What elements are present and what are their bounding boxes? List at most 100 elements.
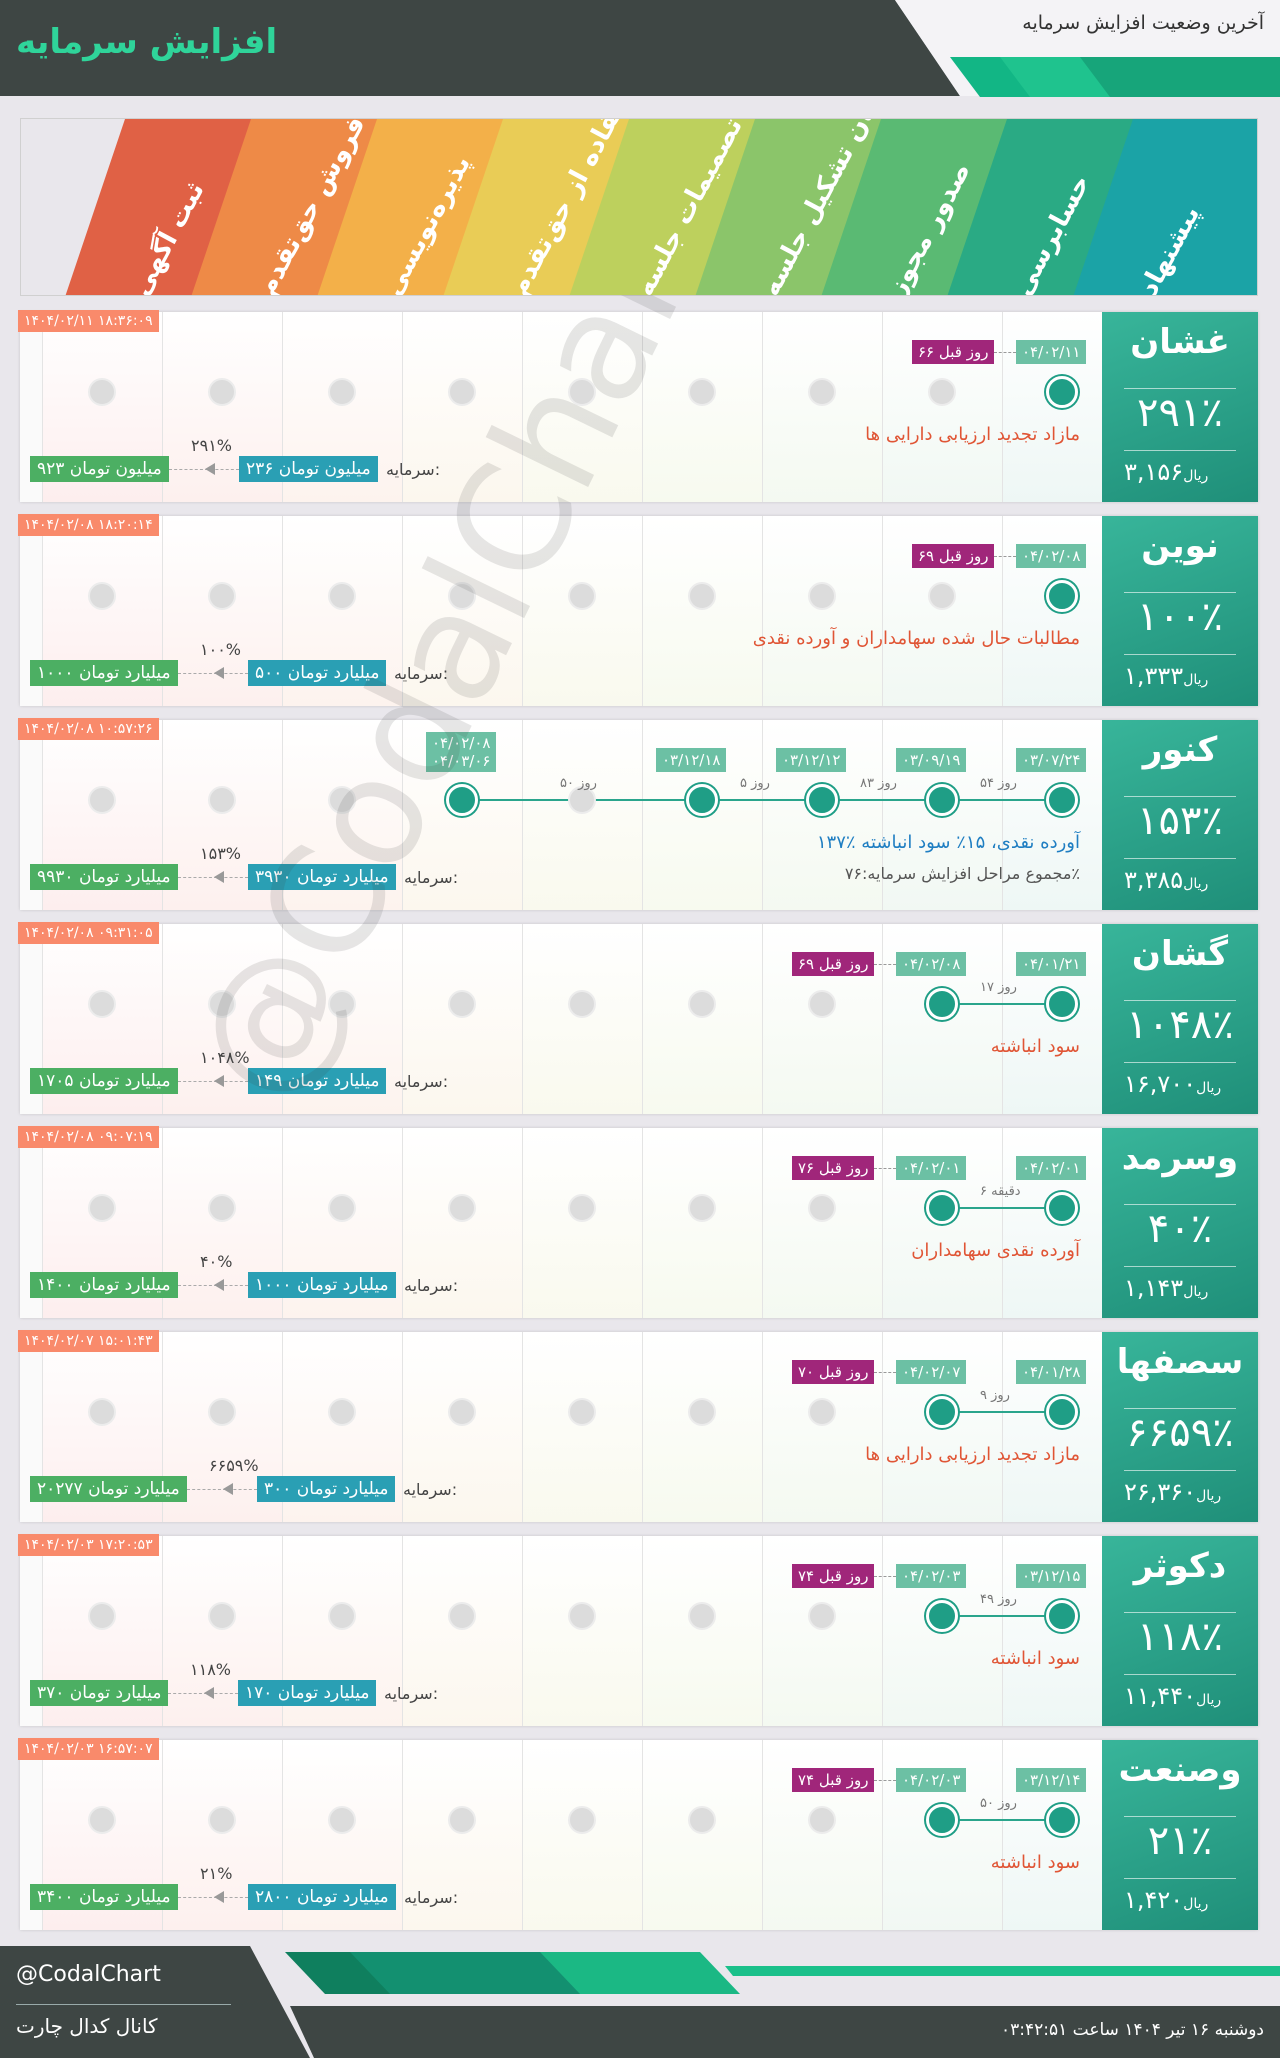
column-divider (642, 720, 643, 910)
stock-card: ۱۷ روز ۰۴/۰۱/۲۱ ۰۴/۰۲/۰۸ ۶۹ روز قبل سود انبا… (18, 922, 1258, 1114)
column-divider (522, 1740, 523, 1930)
stage-column (402, 1740, 522, 1930)
stage-dot (208, 378, 236, 406)
column-divider (282, 1128, 283, 1318)
stage-dot (448, 582, 476, 610)
report-timestamp: ۱۴۰۴/۰۲/۰۸ ۰۹:۰۷:۱۹ (18, 1126, 159, 1148)
column-divider (1002, 1332, 1003, 1522)
footer-bar (290, 2006, 1280, 2058)
stock-card: ۴۹ روز ۰۳/۱۲/۱۵ ۰۴/۰۲/۰۳ ۷۴ روز قبل سود انبا… (18, 1534, 1258, 1726)
stock-price-value: ۱,۴۲۰ (1124, 1886, 1184, 1914)
stage-dot (328, 990, 356, 1018)
column-divider (522, 1332, 523, 1522)
stage-column (522, 924, 642, 1114)
stage-dot (568, 1806, 596, 1834)
column-divider (762, 1740, 763, 1930)
stock-price-currency: ریال (1183, 468, 1209, 484)
card-summary-panel: وسرمد ۴۰٪ ۱,۱۴۳ریال (1102, 1128, 1258, 1318)
capital-before-badge: ۲۳۶ میلیون تومان (239, 456, 378, 482)
stage-dot (688, 1806, 716, 1834)
increase-percent: ۱۱۸% (190, 1660, 231, 1679)
stage-column (642, 1740, 762, 1930)
stock-price-value: ۱,۱۴۳ (1124, 1274, 1184, 1302)
column-divider (162, 720, 163, 910)
card-timeline: ۶ دقیقه ۰۴/۰۲/۰۱ ۰۴/۰۲/۰۱ ۷۶ روز قبل آورده ن… (20, 1128, 1102, 1318)
stage-dot (808, 582, 836, 610)
timeline-connector (942, 1411, 1062, 1413)
stage-dot-active (926, 1396, 958, 1428)
stock-price: ۱,۱۴۳ریال (1124, 1274, 1208, 1302)
stage-column (522, 1740, 642, 1930)
footer-datetime: دوشنبه ۱۶ تیر ۱۴۰۴ ساعت ۰۳:۴۲:۵۱ (1001, 2020, 1264, 2040)
footer-divider (16, 2004, 231, 2005)
stage-header-bar: پیشنهاد حسابرسی صدور مجوز زمان تشکیل جلسه تص… (20, 118, 1258, 296)
stage-dot-active (1046, 1192, 1078, 1224)
column-divider (282, 924, 283, 1114)
increase-arrow-icon (205, 463, 215, 475)
stage-dot (88, 1398, 116, 1426)
column-divider (1002, 516, 1003, 706)
stock-price-currency: ریال (1183, 876, 1209, 892)
increase-percent: ۱۰۰% (200, 640, 241, 659)
card-timeline: ۵۰ روز ۰۳/۱۲/۱۴ ۰۴/۰۲/۰۳ ۷۴ روز قبل سود انبا… (20, 1740, 1102, 1930)
stage-date-badge: ۰۴/۰۲/۱۱ (1016, 340, 1087, 364)
column-divider (762, 1128, 763, 1318)
report-timestamp: ۱۴۰۴/۰۲/۰۷ ۱۵:۰۱:۴۳ (18, 1330, 159, 1352)
increase-percent: ۱۰۴۸% (200, 1048, 250, 1067)
increase-arrow-line (178, 877, 248, 878)
stage-dot (88, 378, 116, 406)
capital-after-badge: ۹۲۳ میلیون تومان (30, 456, 169, 482)
stock-card: ۵۰ روز ۰۳/۱۲/۱۴ ۰۴/۰۲/۰۳ ۷۴ روز قبل سود انبا… (18, 1738, 1258, 1930)
column-divider (1002, 1740, 1003, 1930)
column-divider (642, 1332, 643, 1522)
stage-date-badge: ۰۳/۱۲/۱۴ (1016, 1768, 1087, 1792)
capital-source-text: ۱۳۷٪ آورده نقدی، ۱۵٪ سود انباشته (816, 832, 1080, 853)
card-timeline: ۰۴/۰۲/۱۱ ۶۶ روز قبل مازاد تجدید ارزیابی دا… (20, 312, 1102, 502)
stage-date-badge: ۰۳/۱۲/۱۲ (776, 748, 847, 772)
stage-dot (208, 786, 236, 814)
badge-connector (874, 964, 896, 965)
page-subtitle: آخرین وضعیت افزایش سرمایه (1022, 12, 1264, 34)
stage-gap-label: ۵۴ روز (980, 776, 1017, 791)
column-divider (642, 1128, 643, 1318)
stage-dot (808, 1602, 836, 1630)
header-stripe (1080, 57, 1280, 97)
stage-dot-active (926, 784, 958, 816)
stage-dot (688, 990, 716, 1018)
stage-dot (328, 582, 356, 610)
stage-dot-active (1046, 376, 1078, 408)
stage-dot (208, 990, 236, 1018)
stage-dot (688, 378, 716, 406)
increase-percent-large: ۱۱۸٪ (1137, 1614, 1223, 1660)
column-divider (882, 516, 883, 706)
stage-dot-active (686, 784, 718, 816)
stage-dot (808, 990, 836, 1018)
column-divider (282, 1332, 283, 1522)
stage-column (402, 1128, 522, 1318)
stage-dot (568, 990, 596, 1018)
summary-divider (1124, 592, 1236, 593)
badge-connector (874, 1372, 896, 1373)
stage-dot-active (926, 1192, 958, 1224)
footer-handle: @CodalChart (16, 1962, 161, 1987)
report-timestamp: ۱۴۰۴/۰۲/۰۳ ۱۶:۵۷:۰۷ (18, 1738, 159, 1760)
increase-percent: ۱۵۳% (200, 844, 241, 863)
capital-after-badge: ۱۰۰۰ میلیارد تومان (30, 660, 178, 686)
increase-arrow-line (178, 1285, 248, 1286)
column-divider (522, 720, 523, 910)
increase-arrow-line (178, 1081, 248, 1082)
stage-dot (688, 1602, 716, 1630)
column-divider (42, 1128, 43, 1318)
stage-gap-label: ۵۰ روز (980, 1796, 1017, 1811)
days-ago-badge: ۷۰ روز قبل (792, 1360, 875, 1384)
summary-divider (1124, 388, 1236, 389)
stage-dot (568, 1602, 596, 1630)
stage-dot-active (926, 1600, 958, 1632)
stage-column (402, 924, 522, 1114)
card-timeline: ۰۴/۰۲/۰۸ ۶۹ روز قبل مطالبات حال شده سهامدا… (20, 516, 1102, 706)
stock-card: ۵۴ روز ۸۳ روز ۵ روز ۵۰ روز ۰۳/۰۷/۲۴ ۰۳/۰۹/۱۹ ۰… (18, 718, 1258, 910)
capital-before-badge: ۲۸۰۰ میلیارد تومان (248, 1884, 396, 1910)
stage-gap-label: ۴۹ روز (980, 1592, 1017, 1607)
footer-brand-panel (0, 1946, 310, 2058)
increase-percent: ۲۹۱% (191, 436, 232, 455)
